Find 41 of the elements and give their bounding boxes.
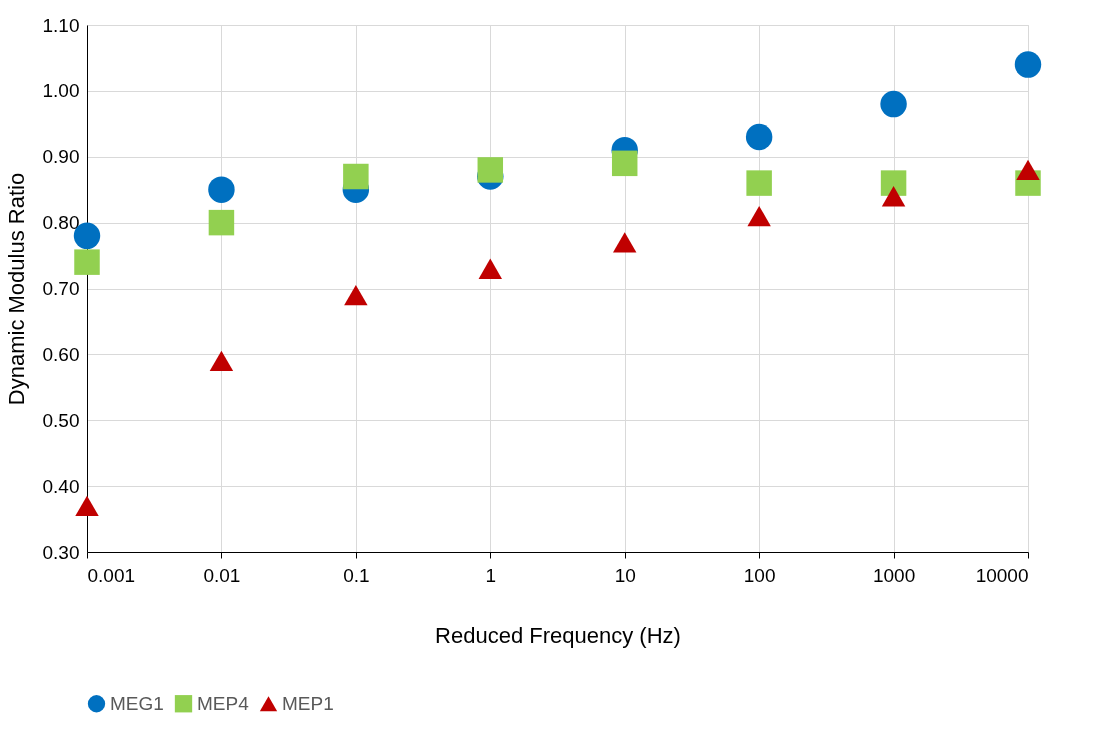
x-tick-label: 1000 (872, 564, 916, 586)
point (745, 123, 773, 151)
point (612, 232, 637, 253)
point (611, 150, 638, 177)
y-tick-label: 0.30 (42, 541, 80, 563)
y-tick-label: 0.60 (42, 343, 80, 365)
point (208, 176, 235, 203)
point (1016, 159, 1040, 181)
point (746, 170, 772, 196)
point (880, 170, 907, 196)
y-tick-label: 0.40 (42, 475, 80, 497)
point (477, 157, 504, 183)
point (747, 205, 771, 227)
point (344, 284, 368, 306)
y-tick-label: 0.70 (42, 278, 80, 299)
x-tick-label: 0.1 (343, 564, 370, 586)
x-axis-title: Reduced Frequency (Hz) (435, 622, 681, 648)
legend-label: MEP1 (282, 692, 334, 714)
point (209, 350, 234, 372)
y-tick-label: 1.00 (42, 80, 80, 102)
y-tick-label: 0.90 (42, 146, 80, 168)
point (478, 258, 503, 279)
y-tick-label: 0.50 (42, 409, 80, 431)
x-tick-label: 1 (485, 564, 497, 586)
point (343, 163, 369, 190)
point (881, 186, 906, 207)
x-tick-label: 10000 (975, 564, 1029, 586)
x-tick-label: 0.01 (203, 564, 241, 586)
legend-label: MEP4 (197, 692, 250, 714)
x-tick-label: 0.001 (87, 564, 136, 586)
legend-label: MEG1 (110, 692, 164, 714)
point (74, 249, 100, 275)
point (75, 495, 99, 517)
y-axis-title: Dynamic Modulus Ratio (3, 172, 29, 406)
point (1014, 51, 1042, 78)
point (880, 90, 907, 118)
x-tick-label: 10 (614, 564, 636, 586)
point (208, 209, 235, 236)
y-tick-label: 1.10 (42, 14, 80, 36)
x-tick-label: 100 (743, 564, 776, 586)
y-tick-label: 0.80 (42, 212, 80, 234)
